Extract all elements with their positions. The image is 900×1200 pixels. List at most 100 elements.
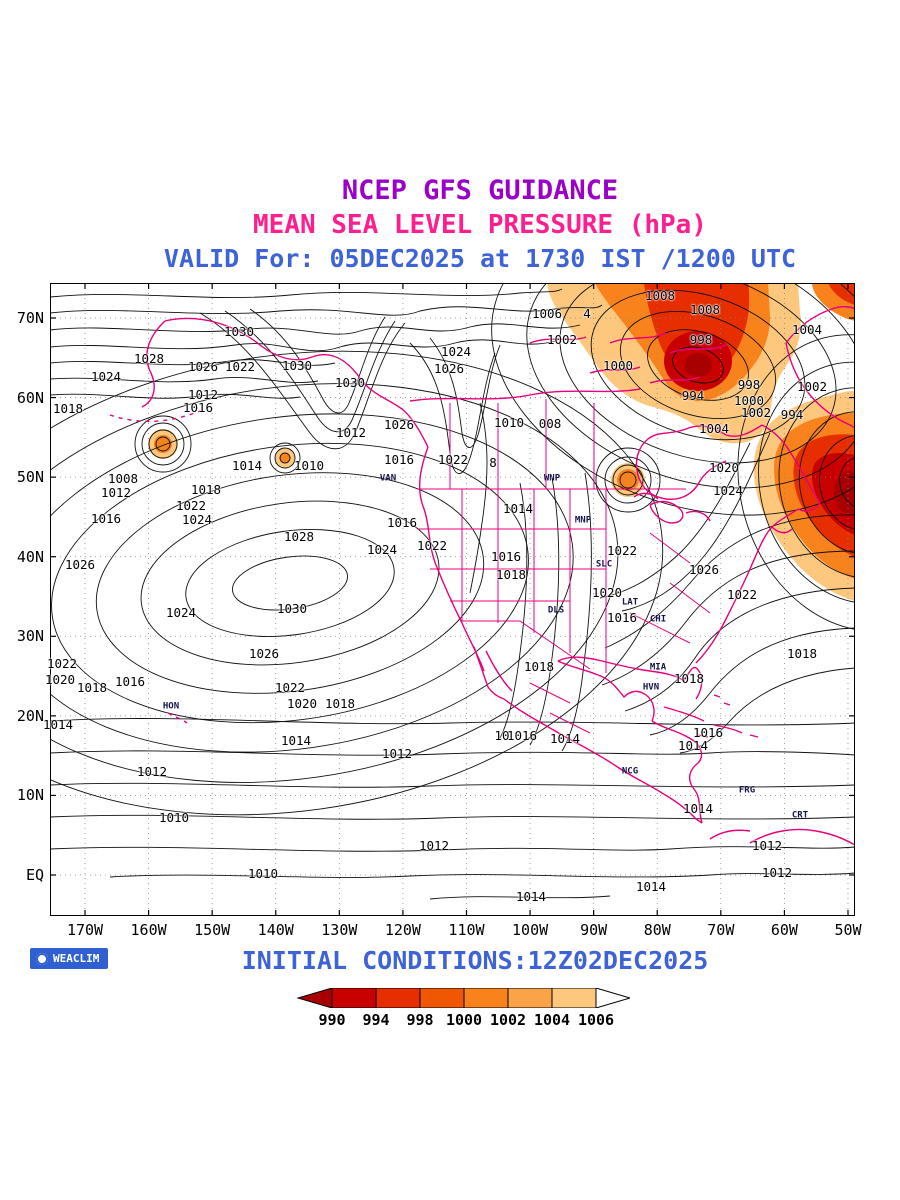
contour-label: 1004 — [698, 421, 730, 436]
colorbar-tick: 994 — [362, 1011, 390, 1029]
colorbar-labels: 990 994 998 1000 1002 1004 1006 — [0, 1011, 900, 1031]
station-label: MNP — [574, 515, 592, 526]
contour-label: 1016 — [90, 511, 122, 526]
longitude-axis: 170W 160W 150W 140W 130W 120W 110W 100W 90W 80W 70… — [0, 921, 900, 941]
lon-label: 100W — [512, 921, 549, 939]
contour-label: 998 — [689, 332, 713, 347]
weaclim-logo-text: WEACLIM — [53, 952, 100, 965]
lat-label: 10N — [16, 786, 44, 805]
station-label: WNP — [543, 473, 561, 484]
lon-label: 170W — [66, 921, 104, 939]
contour-label: 1028 — [283, 529, 315, 544]
contour-label: 008 — [538, 416, 562, 431]
lon-label: 60W — [770, 921, 798, 939]
contour-label: 1020 — [591, 585, 623, 600]
contour-label: 1012 — [761, 865, 793, 880]
initial-conditions: INITIAL CONDITIONS:12Z02DEC2025 — [241, 946, 709, 975]
contour-label: 1018 — [523, 659, 555, 674]
station-label: CHI — [649, 614, 667, 625]
contour-label: 1020 — [44, 672, 76, 687]
contour-label: 1016 — [506, 728, 538, 743]
contour-label: 1014 — [502, 501, 534, 516]
lat-label: 20N — [16, 706, 44, 725]
contour-label: 1012 — [381, 746, 413, 761]
lon-label: 130W — [321, 921, 358, 939]
contour-label: 1008 — [107, 471, 139, 486]
colorbar-tick: 998 — [406, 1011, 434, 1029]
contour-label: 1016 — [383, 452, 415, 467]
contour-label: 1000 — [602, 358, 634, 373]
contour-label: 4 — [583, 306, 591, 321]
title-model: NCEP GFS GUIDANCE — [341, 175, 619, 206]
station-label: HON — [162, 701, 180, 712]
lon-label: 150W — [194, 921, 231, 939]
contour-label: 1026 — [64, 557, 96, 572]
contour-label: 1026 — [433, 361, 465, 376]
contour-label: 1018 — [673, 671, 705, 686]
station-label: DLS — [547, 605, 565, 616]
contour-label: 1024 — [90, 369, 122, 384]
contour-label: 1012 — [335, 425, 367, 440]
lon-label: 160W — [130, 921, 167, 939]
contour-label: 1024 — [366, 542, 398, 557]
title-field: MEAN SEA LEVEL PRESSURE (hPa) — [253, 210, 707, 240]
colorbar-tick: 1004 — [533, 1011, 571, 1029]
contour-label: 1024 — [440, 344, 472, 359]
chart-titles: NCEP GFS GUIDANCE MEAN SEA LEVEL PRESSUR… — [60, 174, 900, 276]
contour-label: 1012 — [418, 838, 450, 853]
contour-label: 1022 — [726, 587, 758, 602]
contour-label: 1018 — [324, 696, 356, 711]
colorbar-tick: 1002 — [489, 1011, 527, 1029]
contour-label: 1012 — [100, 485, 132, 500]
lat-label: EQ — [25, 865, 44, 884]
lat-label: 40N — [16, 547, 44, 566]
contour-label: 1004 — [791, 322, 823, 337]
contour-label: 1010 — [293, 458, 325, 473]
contour-label: 1010 — [158, 810, 190, 825]
contour-label: 1012 — [187, 387, 219, 402]
contour-label: 10 — [494, 728, 510, 743]
contour-label: 1018 — [190, 482, 222, 497]
contour-label: 1002 — [796, 379, 828, 394]
map-gridlines — [50, 283, 855, 916]
contour-label: 1024 — [712, 483, 744, 498]
pressure-contour-map — [50, 283, 855, 916]
contour-label: 1008 — [644, 288, 676, 303]
pressure-colorbar — [296, 988, 630, 1008]
contour-label: 1014 — [515, 889, 547, 904]
contour-label: 8 — [489, 455, 497, 470]
lat-label: 70N — [16, 309, 44, 327]
contour-label: 1022 — [274, 680, 306, 695]
contour-label: 1000 — [733, 393, 765, 408]
station-label: LAT — [621, 597, 639, 608]
contour-label: 1014 — [280, 733, 312, 748]
contour-label: 1018 — [495, 567, 527, 582]
contour-label: 1026 — [248, 646, 280, 661]
state-borders — [418, 399, 711, 734]
station-label: FRG — [738, 785, 756, 796]
contour-label: 1030 — [281, 358, 313, 373]
contour-label: 1002 — [546, 332, 578, 347]
lat-label: 50N — [16, 468, 44, 487]
contour-label: 1016 — [692, 725, 724, 740]
contour-label: 998 — [737, 377, 761, 392]
station-label: CRT — [791, 810, 809, 821]
contour-label: 1022 — [437, 452, 469, 467]
weaclim-logo: WEACLIM — [30, 948, 109, 969]
contour-label: 1010 — [493, 415, 525, 430]
contour-label: 1026 — [187, 359, 219, 374]
station-label: MIA — [649, 662, 667, 673]
contour-label: 1018 — [76, 680, 108, 695]
pressure-shading — [148, 283, 855, 601]
weaclim-logo-icon — [36, 952, 48, 965]
coastlines — [109, 306, 855, 846]
contour-label: 1014 — [549, 731, 581, 746]
lat-label: 30N — [16, 627, 44, 646]
contour-label: 1012 — [751, 838, 783, 853]
lon-label: 110W — [448, 921, 485, 939]
lon-label: 50W — [834, 921, 862, 939]
contour-label: 1022 — [175, 498, 207, 513]
station-label: SLC — [595, 559, 613, 570]
contour-label: 1022 — [416, 538, 448, 553]
